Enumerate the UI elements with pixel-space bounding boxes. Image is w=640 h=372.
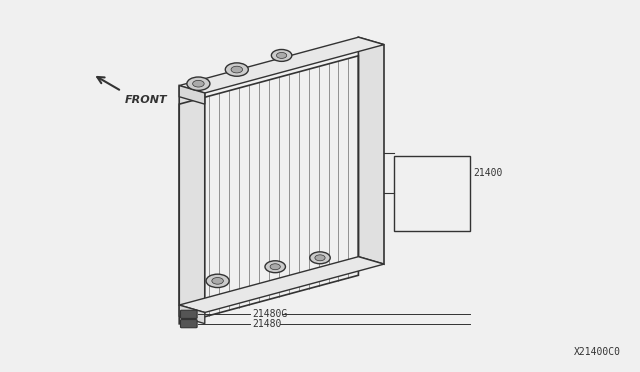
- Polygon shape: [179, 37, 384, 93]
- Text: 21400: 21400: [474, 168, 503, 178]
- Circle shape: [276, 52, 287, 58]
- Circle shape: [206, 274, 229, 288]
- Circle shape: [193, 80, 204, 87]
- Text: FRONT: FRONT: [125, 95, 168, 105]
- Bar: [394, 156, 470, 231]
- Circle shape: [271, 49, 292, 61]
- Circle shape: [315, 255, 325, 261]
- Circle shape: [265, 261, 285, 273]
- Circle shape: [212, 278, 223, 284]
- Circle shape: [310, 252, 330, 264]
- Polygon shape: [179, 305, 205, 324]
- Polygon shape: [179, 86, 205, 104]
- Polygon shape: [179, 86, 205, 312]
- Circle shape: [231, 66, 243, 73]
- Circle shape: [270, 264, 280, 270]
- Polygon shape: [358, 37, 384, 264]
- Circle shape: [225, 63, 248, 76]
- FancyBboxPatch shape: [180, 310, 197, 318]
- Text: 21480G: 21480G: [253, 310, 288, 319]
- Text: 21480: 21480: [253, 319, 282, 328]
- Polygon shape: [179, 257, 384, 312]
- Text: X21400C0: X21400C0: [574, 347, 621, 357]
- FancyBboxPatch shape: [180, 320, 197, 328]
- Circle shape: [187, 77, 210, 90]
